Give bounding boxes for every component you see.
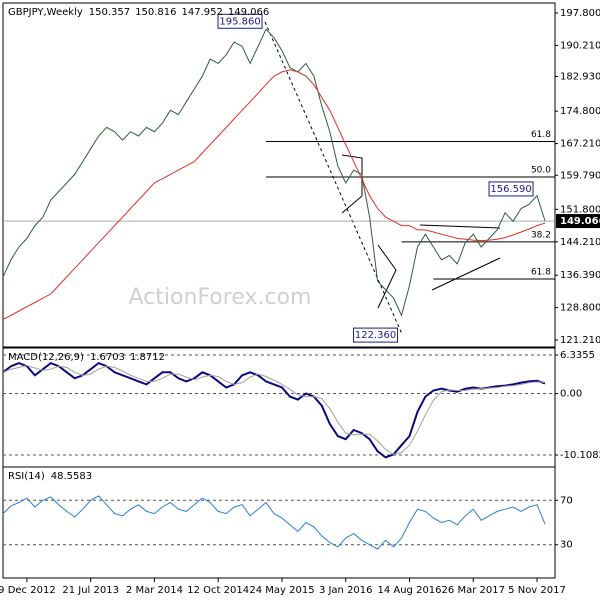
x-tick-label: 2 Mar 2014	[126, 585, 183, 596]
y-tick-label: 136.390	[560, 270, 600, 281]
fib-label: 50.0	[531, 165, 551, 175]
trend-line	[431, 257, 501, 291]
annotation-box	[488, 181, 534, 197]
series-line	[2, 361, 546, 459]
x-tick-label: 21 Jul 2013	[62, 585, 119, 596]
macd-panel	[2, 347, 556, 468]
y-tick-label: 30	[560, 540, 573, 551]
y-tick-label: 128.800	[560, 303, 600, 314]
x-tick-label: 9 Dec 2012	[0, 585, 56, 596]
y-tick-label: 197.800	[560, 8, 600, 19]
x-tick-label: 5 Nov 2017	[508, 585, 566, 596]
y-tick-label: 6.3355	[560, 350, 595, 361]
rsi-panel	[2, 466, 556, 579]
panel-title: GBPJPY,Weekly	[8, 7, 83, 18]
series-line	[2, 28, 546, 317]
y-tick-label: 190.210	[560, 40, 600, 51]
panel-reading: 1.6703	[90, 352, 125, 363]
y-tick-label: 70	[560, 495, 573, 506]
watermark: ActionForex.com	[129, 285, 312, 310]
x-tick-label: 12 Oct 2014	[187, 585, 249, 596]
panel-reading: 48.5583	[51, 471, 92, 482]
triangle	[341, 154, 363, 196]
panel-reading: 1.8712	[130, 352, 165, 363]
fib-label: 61.8	[531, 267, 551, 277]
panel-reading: 147.952	[182, 7, 223, 18]
annotation-box	[217, 13, 263, 29]
y-tick-label: -10.1082	[560, 450, 600, 461]
fib-label: 61.8	[531, 130, 551, 140]
panel-title: MACD(12,26,9)	[8, 352, 84, 363]
x-tick-label: 3 Jan 2016	[319, 585, 373, 596]
y-tick-label: 0.00	[560, 389, 582, 400]
series-line	[2, 69, 546, 320]
y-tick-label: 151.800	[560, 204, 600, 215]
triangle	[377, 244, 397, 309]
y-tick-label: 174.800	[560, 106, 600, 117]
annotation-label: 156.590	[490, 184, 531, 195]
last-price-label: 149.066	[560, 216, 600, 227]
trend-line	[419, 224, 501, 229]
annotation-label: 122.360	[355, 330, 396, 341]
panel-reading: 149.066	[228, 7, 269, 18]
y-tick-label: 167.210	[560, 139, 600, 150]
fib-label: 38.2	[531, 230, 551, 240]
y-tick-label: 144.210	[560, 237, 600, 248]
y-tick-label: 182.930	[560, 71, 600, 82]
panel-title: RSI(14)	[8, 471, 45, 482]
annotation-label: 195.860	[219, 16, 260, 27]
trend-line	[264, 21, 403, 335]
trend-line	[341, 195, 363, 214]
x-tick-label: 26 Mar 2017	[442, 585, 505, 596]
last-price-box	[556, 214, 600, 229]
annotation-box	[353, 327, 399, 343]
x-tick-label: 14 Aug 2016	[377, 585, 441, 596]
series-line	[2, 365, 546, 455]
panel-reading: 150.357	[89, 7, 130, 18]
series-line	[2, 495, 546, 550]
panel-reading: 150.816	[135, 7, 176, 18]
y-tick-label: 121.210	[560, 335, 600, 346]
x-tick-label: 24 May 2015	[249, 585, 314, 596]
y-tick-label: 159.790	[560, 170, 600, 181]
